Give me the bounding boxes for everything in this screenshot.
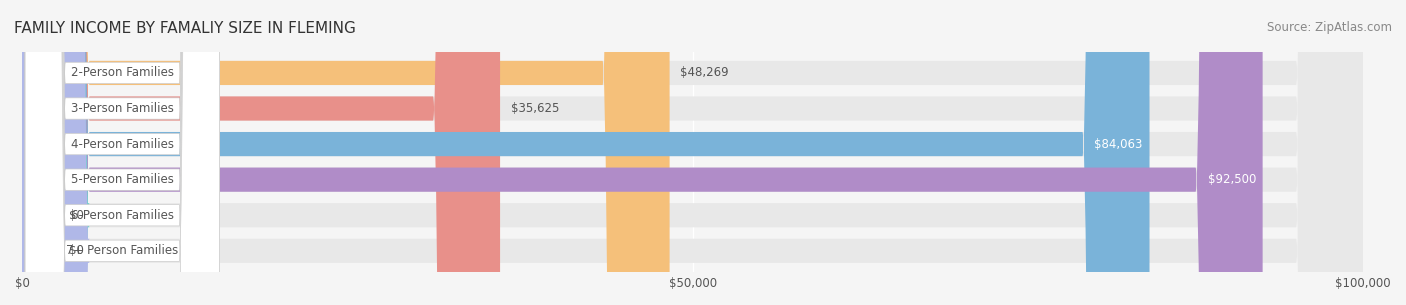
FancyBboxPatch shape [25,0,219,305]
FancyBboxPatch shape [0,0,90,305]
Text: $84,063: $84,063 [1094,138,1143,151]
Text: Source: ZipAtlas.com: Source: ZipAtlas.com [1267,21,1392,34]
Text: 6-Person Families: 6-Person Families [70,209,174,222]
Text: FAMILY INCOME BY FAMALIY SIZE IN FLEMING: FAMILY INCOME BY FAMALIY SIZE IN FLEMING [14,21,356,36]
FancyBboxPatch shape [25,0,219,305]
FancyBboxPatch shape [22,0,669,305]
FancyBboxPatch shape [25,0,219,305]
FancyBboxPatch shape [22,0,1364,305]
FancyBboxPatch shape [22,0,1150,305]
FancyBboxPatch shape [22,0,1364,305]
Text: 3-Person Families: 3-Person Families [70,102,174,115]
FancyBboxPatch shape [22,0,1364,305]
FancyBboxPatch shape [22,0,1364,305]
Text: $0: $0 [69,244,84,257]
FancyBboxPatch shape [22,0,1263,305]
FancyBboxPatch shape [0,0,90,305]
FancyBboxPatch shape [25,0,219,305]
Text: 5-Person Families: 5-Person Families [70,173,174,186]
FancyBboxPatch shape [25,0,219,305]
Text: $92,500: $92,500 [1208,173,1256,186]
FancyBboxPatch shape [22,0,1364,305]
FancyBboxPatch shape [22,0,501,305]
Text: 2-Person Families: 2-Person Families [70,66,174,79]
Text: 4-Person Families: 4-Person Families [70,138,174,151]
FancyBboxPatch shape [25,0,219,305]
Text: $48,269: $48,269 [681,66,728,79]
Text: $35,625: $35,625 [510,102,560,115]
Text: 7+ Person Families: 7+ Person Families [66,244,179,257]
Text: $0: $0 [69,209,84,222]
FancyBboxPatch shape [22,0,1364,305]
